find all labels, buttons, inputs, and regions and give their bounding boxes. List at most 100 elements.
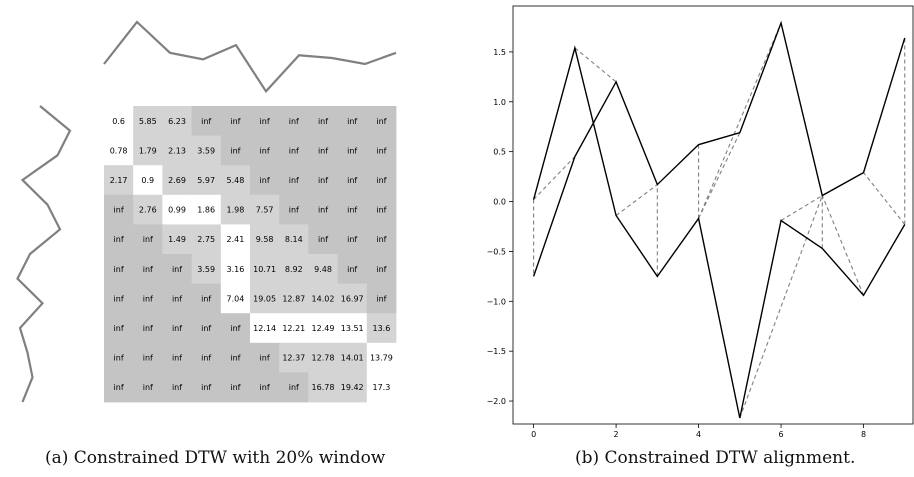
matrix-cell-value: 3.59	[197, 265, 215, 274]
matrix-cell-value: inf	[114, 383, 124, 392]
matrix-cell	[191, 135, 222, 166]
matrix-cell-value: inf	[318, 117, 328, 126]
matrix-cell-value: inf	[260, 117, 270, 126]
matrix-cell	[220, 313, 251, 344]
matrix-cell	[133, 254, 163, 284]
alignment-line	[698, 132, 741, 219]
matrix-cell	[366, 254, 397, 284]
matrix-cell-value: 3.16	[226, 265, 244, 274]
matrix-cell	[162, 194, 192, 225]
matrix-cell-value: 0.6	[112, 117, 125, 126]
y-tick-label: 1.5	[493, 48, 506, 57]
matrix-cell	[337, 106, 368, 136]
matrix-cell-value: 7.57	[256, 206, 274, 215]
dtw-alignment-panel: 0 2 4 6 8 1.5 1.0 0.5 0.0 −0.5 −1.0 −1.5 −2.0	[460, 0, 914, 440]
matrix-cell	[366, 313, 397, 344]
matrix-cell-value: inf	[230, 324, 240, 333]
matrix-cell	[220, 194, 251, 225]
matrix-cell	[191, 372, 222, 403]
matrix-cell-value: 16.78	[312, 383, 335, 392]
matrix-cell-value: 17.3	[372, 383, 390, 392]
matrix-cell	[162, 283, 192, 314]
matrix-cell	[162, 342, 192, 373]
matrix-cell	[250, 165, 280, 196]
top-series-line	[103, 20, 397, 94]
series-line-1	[532, 45, 906, 419]
matrix-cell-value: 12.14	[253, 324, 276, 333]
matrix-cell	[191, 224, 222, 255]
matrix-cell	[308, 135, 338, 166]
matrix-cell-value: inf	[376, 235, 386, 244]
alignment-line	[533, 156, 576, 200]
matrix-cell	[133, 135, 163, 166]
matrix-cell	[308, 313, 338, 344]
matrix-cell-value: 13.6	[372, 324, 390, 333]
matrix-cell-value: 12.78	[312, 354, 335, 363]
matrix-cell	[366, 372, 397, 403]
matrix-cell-value: 1.98	[226, 206, 244, 215]
matrix-cell-value: 1.79	[139, 146, 157, 155]
matrix-cell	[308, 254, 338, 284]
matrix-cell	[191, 254, 222, 284]
matrix-cell-value: 8.14	[285, 235, 303, 244]
matrix-cell	[279, 194, 309, 225]
matrix-cell	[279, 372, 309, 403]
matrix-cell-value: inf	[172, 265, 182, 274]
x-tick-label: 0	[531, 430, 536, 439]
matrix-cell	[308, 372, 338, 403]
matrix-cell-value: inf	[347, 265, 357, 274]
matrix-cell-value: inf	[114, 354, 124, 363]
matrix-cell-value: 5.97	[197, 176, 215, 185]
matrix-cell	[279, 135, 309, 166]
matrix-cell-value: inf	[318, 176, 328, 185]
matrix-cell	[162, 135, 192, 166]
matrix-cell-value: inf	[289, 383, 299, 392]
matrix-cell-value: 2.75	[197, 235, 215, 244]
matrix-cell-value: 0.78	[110, 146, 128, 155]
matrix-cell-value: inf	[260, 146, 270, 155]
matrix-cell	[366, 135, 397, 166]
x-tick-label: 6	[778, 430, 783, 439]
matrix-cell-value: inf	[114, 265, 124, 274]
matrix-cell-value: 8.92	[285, 265, 303, 274]
matrix-cell	[104, 106, 134, 136]
matrix-cell-value: 19.42	[341, 383, 364, 392]
x-tick-label: 2	[614, 430, 619, 439]
matrix-cell-value: inf	[143, 324, 153, 333]
matrix-cell	[133, 224, 163, 255]
matrix-cell-value: 12.21	[282, 324, 305, 333]
matrix-cell-value: inf	[201, 354, 211, 363]
alignment-line	[698, 22, 782, 219]
matrix-cell	[308, 342, 338, 373]
matrix-cell	[337, 342, 368, 373]
matrix-cell-value: inf	[114, 235, 124, 244]
matrix-cell-value: 7.04	[226, 294, 244, 303]
series-line-2	[532, 20, 906, 277]
matrix-cell-value: 2.17	[110, 176, 128, 185]
caption-b: (b) Constrained DTW alignment.	[575, 448, 856, 468]
matrix-cell-value: inf	[230, 354, 240, 363]
matrix-cell-value: inf	[114, 206, 124, 215]
matrix-cell	[191, 194, 222, 225]
matrix-cell-value: 1.49	[168, 235, 186, 244]
matrix-cell	[337, 254, 368, 284]
dtw-cost-matrix-panel: 0.6 5.85 6.23 inf inf inf inf inf inf inf 0.78 1.79…	[0, 0, 410, 420]
matrix-cell-value: 3.59	[197, 146, 215, 155]
y-tick-label: 1.0	[493, 98, 506, 107]
alignment-line	[863, 172, 906, 225]
matrix-cell	[220, 342, 251, 373]
matrix-cell-value: 9.48	[314, 265, 332, 274]
matrix-cell	[220, 254, 251, 284]
matrix-cell-value: 1.86	[197, 206, 215, 215]
matrix-cell-value: 9.58	[256, 235, 274, 244]
matrix-cell	[250, 224, 280, 255]
matrix-cell-value: inf	[289, 117, 299, 126]
matrix-cell-value: inf	[289, 146, 299, 155]
dtw-alignment-chart: 0 2 4 6 8 1.5 1.0 0.5 0.0 −0.5 −1.0 −1.5 −2.0	[487, 5, 914, 439]
matrix-cell	[191, 106, 222, 136]
matrix-cell-value: 12.37	[282, 354, 305, 363]
matrix-cell-value: inf	[114, 294, 124, 303]
matrix-cell-value: 13.51	[341, 324, 364, 333]
matrix-cell-value: inf	[143, 235, 153, 244]
matrix-cell	[366, 224, 397, 255]
